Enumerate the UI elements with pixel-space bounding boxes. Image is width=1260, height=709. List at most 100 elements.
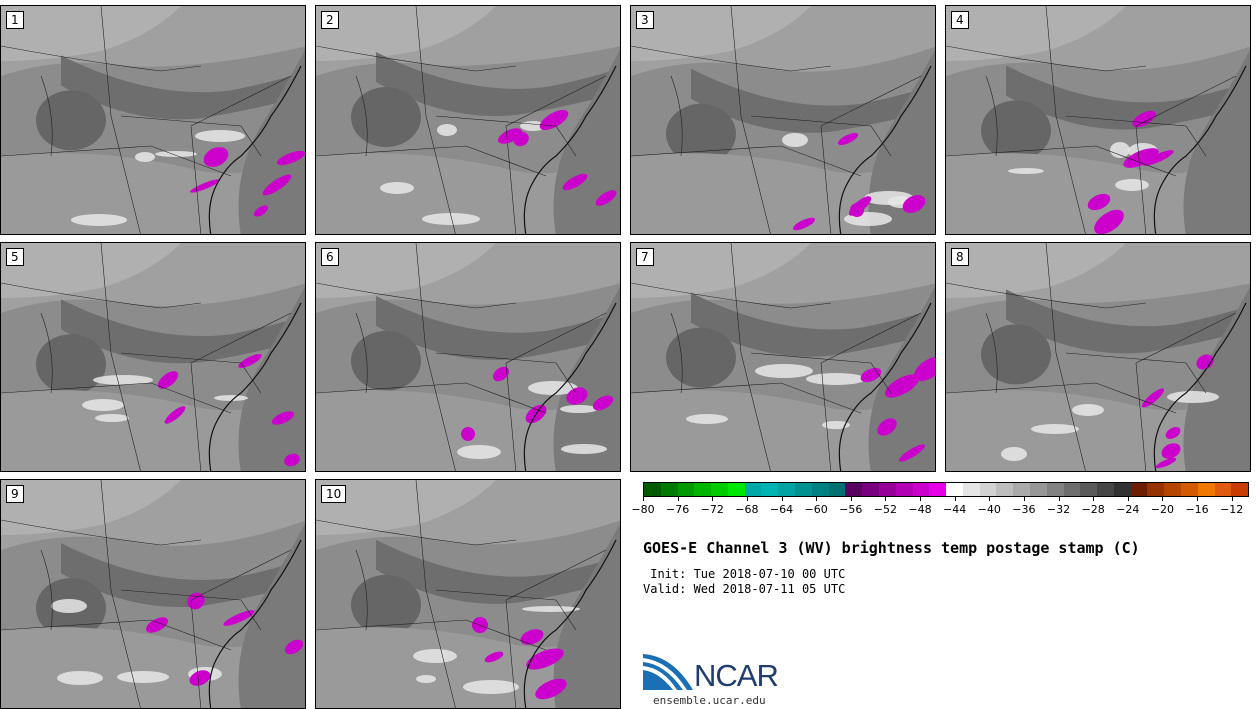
colorbar-swatch xyxy=(1013,483,1030,496)
logo-url: ensemble.ucar.edu xyxy=(653,694,766,707)
colorbar-swatch xyxy=(912,483,930,496)
colorbar-swatch xyxy=(644,483,661,496)
stamp-label: 9 xyxy=(6,485,24,503)
colorbar-swatch xyxy=(1029,483,1047,496)
colorbar-swatch xyxy=(711,483,728,496)
ncar-swoosh-icon xyxy=(643,654,693,690)
colorbar-swatch xyxy=(811,483,829,496)
colorbar-tick-label: −56 xyxy=(839,503,863,516)
colorbar-tick-label: −64 xyxy=(769,503,794,516)
colorbar-tick-label: −68 xyxy=(735,503,759,516)
valid-time: Valid: Wed 2018-07-11 05 UTC xyxy=(643,582,846,596)
colorbar-tick-label: −24 xyxy=(1116,503,1140,516)
colorbar-tick xyxy=(677,497,679,501)
colorbar-swatch xyxy=(660,483,678,496)
colorbar-swatch xyxy=(1181,483,1198,496)
colorbar-swatch xyxy=(962,483,980,496)
stamp-label: 10 xyxy=(321,485,347,503)
colorbar-swatch xyxy=(979,483,997,496)
colorbar-swatch xyxy=(895,483,913,496)
colorbar-swatch xyxy=(1063,483,1081,496)
colorbar-swatch xyxy=(1130,483,1148,496)
colorbar-tick xyxy=(746,497,748,501)
colorbar-tick xyxy=(1231,497,1233,501)
colorbar-tick-label: −80 xyxy=(631,503,655,516)
colorbar-swatch xyxy=(1164,483,1181,496)
colorbar-tick xyxy=(1058,497,1060,501)
colorbar-tick xyxy=(781,497,783,501)
colorbar-swatch xyxy=(1197,483,1215,496)
colorbar-swatch xyxy=(946,483,963,496)
colorbar-tick-label: −52 xyxy=(873,503,897,516)
colorbar-swatch xyxy=(1113,483,1131,496)
colorbar-tick xyxy=(643,497,644,501)
colorbar-tick-label: −36 xyxy=(1012,503,1036,516)
colorbar-swatch xyxy=(1080,483,1098,496)
colorbar-tick-label: −48 xyxy=(908,503,932,516)
colorbar-swatch xyxy=(845,483,863,496)
colorbar-tick xyxy=(1197,497,1199,501)
colorbar-tick xyxy=(1023,497,1025,501)
colorbar-swatch xyxy=(929,483,947,496)
postage-stamp-panel: 7 xyxy=(630,242,936,472)
postage-stamp-panel: 6 xyxy=(315,242,621,472)
colorbar-swatch xyxy=(694,483,712,496)
stamp-label: 3 xyxy=(636,11,654,29)
colorbar-tick xyxy=(1093,497,1095,501)
colorbar-tick xyxy=(850,497,852,501)
colorbar-tick-label: −76 xyxy=(666,503,690,516)
ncar-logo: NCAR xyxy=(643,652,793,697)
stamp-label: 6 xyxy=(321,248,339,266)
colorbar-swatch xyxy=(828,483,846,496)
postage-stamp-panel: 1 xyxy=(0,5,306,235)
colorbar-tick-label: −12 xyxy=(1220,503,1244,516)
colorbar-tick xyxy=(954,497,956,501)
stamp-label: 2 xyxy=(321,11,339,29)
colorbar: −80 −76 −72 −68 −64 −60 −56 −52 −48 −44 −40 −36 −32−… xyxy=(631,482,1249,518)
colorbar-swatch xyxy=(996,483,1014,496)
postage-stamp-panel: 8 xyxy=(945,242,1251,472)
postage-stamp-panel: 9 xyxy=(0,479,306,709)
figure-title: GOES-E Channel 3 (WV) brightness temp po… xyxy=(643,539,1140,557)
colorbar-tick xyxy=(989,497,991,501)
colorbar-swatches xyxy=(643,482,1249,497)
colorbar-swatch xyxy=(744,483,762,496)
stamp-label: 1 xyxy=(6,11,24,29)
colorbar-swatch xyxy=(761,483,779,496)
colorbar-tick-label: −32 xyxy=(1046,503,1071,516)
postage-stamp-panel: 3 xyxy=(630,5,936,235)
colorbar-tick-label: −16 xyxy=(1185,503,1209,516)
init-time: Init: Tue 2018-07-10 00 UTC xyxy=(643,567,846,581)
colorbar-tick-label: −20 xyxy=(1150,503,1175,516)
postage-stamp-panel: 2 xyxy=(315,5,621,235)
colorbar-tick xyxy=(816,497,818,501)
colorbar-tick xyxy=(885,497,887,501)
logo-wordmark: NCAR xyxy=(694,658,779,693)
postage-stamp-panel: 10 xyxy=(315,479,621,709)
colorbar-swatch xyxy=(677,483,695,496)
colorbar-swatch xyxy=(1147,483,1165,496)
colorbar-tick-label: −44 xyxy=(943,503,967,516)
colorbar-swatch xyxy=(862,483,879,496)
colorbar-tick xyxy=(712,497,714,501)
colorbar-tick-label: −40 xyxy=(977,503,1001,516)
colorbar-swatch xyxy=(1214,483,1232,496)
colorbar-swatch xyxy=(795,483,812,496)
colorbar-tick-label: −60 xyxy=(804,503,828,516)
colorbar-swatch xyxy=(1231,483,1249,496)
stamp-label: 7 xyxy=(636,248,654,266)
colorbar-swatch xyxy=(878,483,896,496)
colorbar-swatch xyxy=(1046,483,1064,496)
stamp-label: 8 xyxy=(951,248,969,266)
stamp-label: 4 xyxy=(951,11,969,29)
colorbar-tick-label: −72 xyxy=(700,503,724,516)
colorbar-tick xyxy=(920,497,922,501)
colorbar-swatch xyxy=(1097,483,1114,496)
colorbar-tick xyxy=(1162,497,1164,501)
stamp-label: 5 xyxy=(6,248,24,266)
colorbar-tick xyxy=(1127,497,1129,501)
colorbar-swatch xyxy=(727,483,745,496)
colorbar-swatch xyxy=(778,483,796,496)
postage-stamp-panel: 5 xyxy=(0,242,306,472)
colorbar-tick-label: −28 xyxy=(1081,503,1105,516)
